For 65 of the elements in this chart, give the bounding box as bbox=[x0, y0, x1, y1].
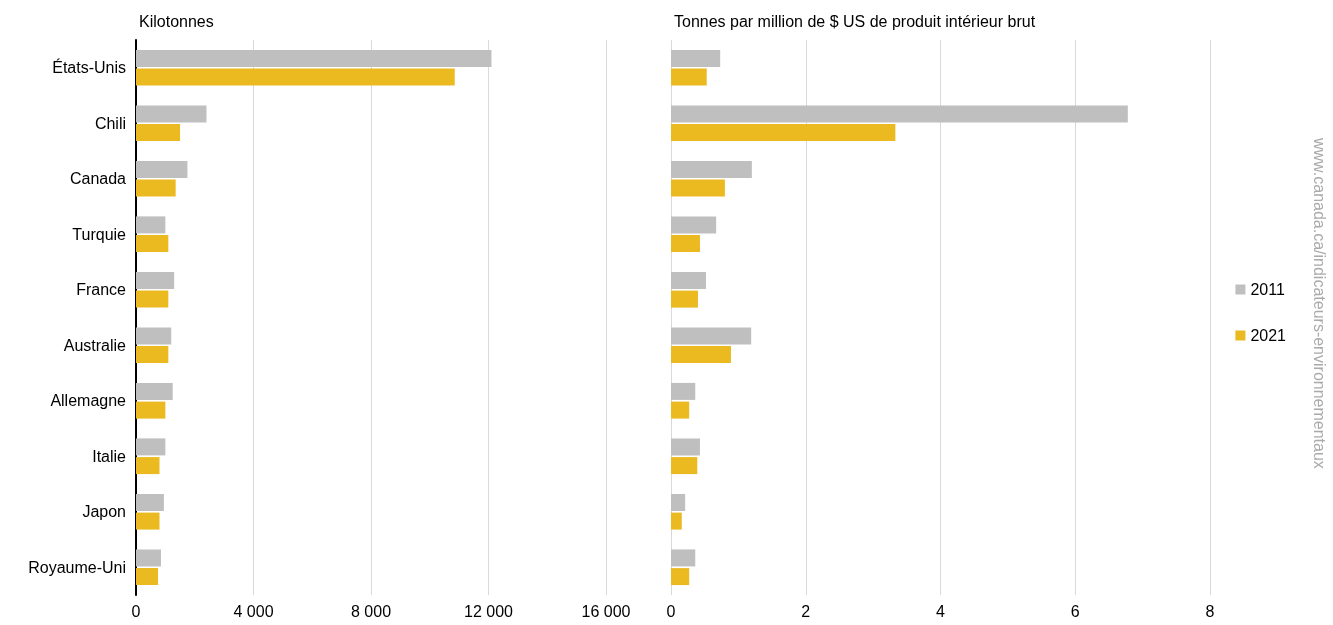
legend-label: 2021 bbox=[1250, 327, 1287, 344]
bar bbox=[671, 493, 686, 511]
x-tick-label: 16 000 bbox=[581, 602, 631, 620]
bar bbox=[671, 49, 721, 67]
bar bbox=[136, 438, 166, 456]
bar bbox=[671, 160, 752, 178]
bar bbox=[671, 216, 717, 234]
bar bbox=[671, 327, 752, 345]
x-tick-label: 0 bbox=[666, 602, 676, 620]
y-tick-label: France bbox=[76, 281, 127, 299]
bar bbox=[136, 327, 172, 345]
bar bbox=[671, 68, 707, 86]
bar bbox=[671, 179, 725, 197]
bar bbox=[136, 49, 492, 67]
x-tick-label: 12 000 bbox=[464, 602, 514, 620]
bar bbox=[136, 124, 181, 142]
x-tick-label: 8 bbox=[1205, 602, 1215, 620]
bar bbox=[671, 512, 682, 530]
bar bbox=[136, 457, 160, 475]
bar bbox=[136, 568, 159, 586]
bar bbox=[136, 401, 166, 419]
bar bbox=[671, 271, 707, 289]
chart-title: Tonnes par million de $ US de produit intérieur brut bbox=[674, 12, 1036, 30]
bar bbox=[671, 346, 731, 364]
y-tick-label: Canada bbox=[69, 170, 127, 188]
x-tick-label: 0 bbox=[131, 602, 141, 620]
x-tick-label: 4 bbox=[936, 602, 946, 620]
x-tick-label: 6 bbox=[1070, 602, 1080, 620]
y-tick-label: Australie bbox=[63, 336, 127, 354]
bar bbox=[136, 68, 455, 86]
bar bbox=[136, 235, 169, 253]
bar bbox=[671, 235, 700, 253]
y-tick-label: Japon bbox=[82, 503, 126, 521]
legend-label: 2011 bbox=[1250, 281, 1285, 298]
bar bbox=[671, 568, 690, 586]
bar bbox=[136, 346, 169, 364]
y-tick-label: Italie bbox=[92, 447, 127, 465]
bar bbox=[136, 271, 175, 289]
bar bbox=[671, 438, 700, 456]
bar bbox=[136, 549, 161, 567]
bar bbox=[136, 493, 164, 511]
bar bbox=[671, 457, 698, 475]
y-tick-label: Turquie bbox=[72, 225, 127, 243]
bar bbox=[136, 512, 160, 530]
bar bbox=[671, 105, 1128, 123]
bar bbox=[136, 216, 166, 234]
y-tick-label: États-Unis bbox=[52, 58, 126, 77]
x-tick-label: 8 000 bbox=[350, 602, 392, 620]
y-tick-label: Allemagne bbox=[50, 392, 127, 410]
bar bbox=[136, 382, 173, 400]
bar bbox=[136, 105, 207, 123]
bar bbox=[136, 179, 176, 197]
bar bbox=[671, 290, 698, 308]
bar bbox=[136, 290, 169, 308]
x-tick-label: 4 000 bbox=[233, 602, 274, 620]
text: www.canada.ca/indicateurs-environnementaux bbox=[1310, 137, 1328, 469]
bar bbox=[671, 382, 696, 400]
bar bbox=[671, 549, 696, 567]
y-tick-label: Chili bbox=[94, 114, 126, 132]
y-tick-label: Royaume-Uni bbox=[28, 558, 126, 576]
bar bbox=[671, 124, 896, 142]
x-tick-label: 2 bbox=[801, 602, 811, 620]
bar bbox=[136, 160, 188, 178]
chart-title: Kilotonnes bbox=[139, 12, 214, 30]
bar bbox=[671, 401, 690, 419]
